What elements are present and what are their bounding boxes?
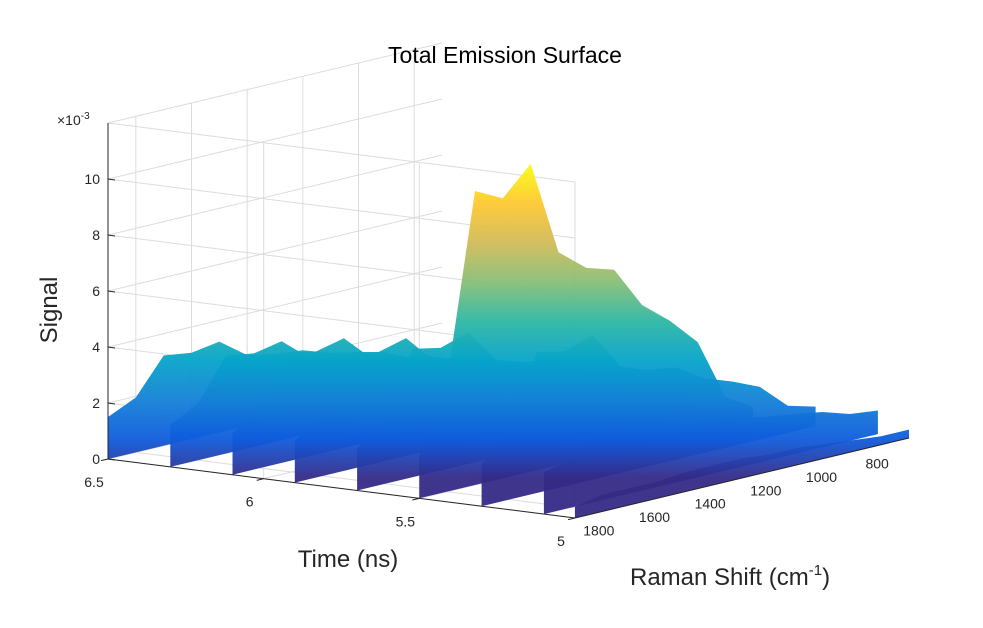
y-axis-label-close: ) [822,564,830,591]
raman-tick-label-3: 1200 [750,482,781,498]
raman-tick-label-0: 1800 [583,522,614,538]
time-tick-0 [100,458,109,462]
signal-tick-label-4: 8 [92,227,100,243]
signal-tick-5 [107,178,116,181]
signal-tick-4 [107,234,116,237]
signal-tick-0 [107,458,116,461]
z-axis-label: Signal [36,277,63,344]
raman-tick-label-5: 800 [865,456,889,472]
signal-tick-label-5: 10 [84,171,100,187]
time-tick-label-0: 6.5 [84,474,104,490]
x-axis-label: Time (ns) [298,546,398,573]
surface-ribbon-7 [543,410,878,515]
z-exponent-base: ×10 [57,112,81,128]
time-tick-3 [567,517,576,521]
signal-tick-2 [107,346,116,349]
signal-tick-label-0: 0 [92,451,100,467]
z-axis-exponent: ×10-3 [57,111,90,128]
signal-tick-label-3: 6 [92,283,100,299]
time-tick-label-1: 6 [246,494,254,510]
raman-axis-line [574,437,910,519]
time-tick-2 [412,497,420,501]
signal-tick-label-1: 2 [92,395,100,411]
time-tick-1 [256,478,264,481]
time-tick-label-3: 5 [557,533,565,549]
z-exponent-power: -3 [81,111,90,122]
time-tick-label-2: 5.5 [396,513,416,529]
chart-title: Total Emission Surface [388,42,622,68]
y-axis-label-superscript: -1 [809,562,822,579]
y-axis-label: Raman Shift (cm-1) [630,562,830,591]
raman-tick-label-1: 1600 [639,509,670,525]
emission-surface [108,163,909,518]
surface-ribbon-8 [575,429,909,518]
signal-tick-1 [107,402,116,405]
raman-tick-label-2: 1400 [695,496,726,512]
raman-tick-label-4: 1000 [806,469,837,485]
signal-tick-label-2: 4 [92,339,100,355]
tick-labels: 6.5 6 5.5 5 1800 1600 1400 1200 1000 800 0 2 4 6 8 10 [84,171,889,549]
y-axis-label-text: Raman Shift (cm [630,564,809,591]
axes [100,123,910,521]
signal-tick-3 [107,290,116,293]
time-axis-line [107,458,576,519]
